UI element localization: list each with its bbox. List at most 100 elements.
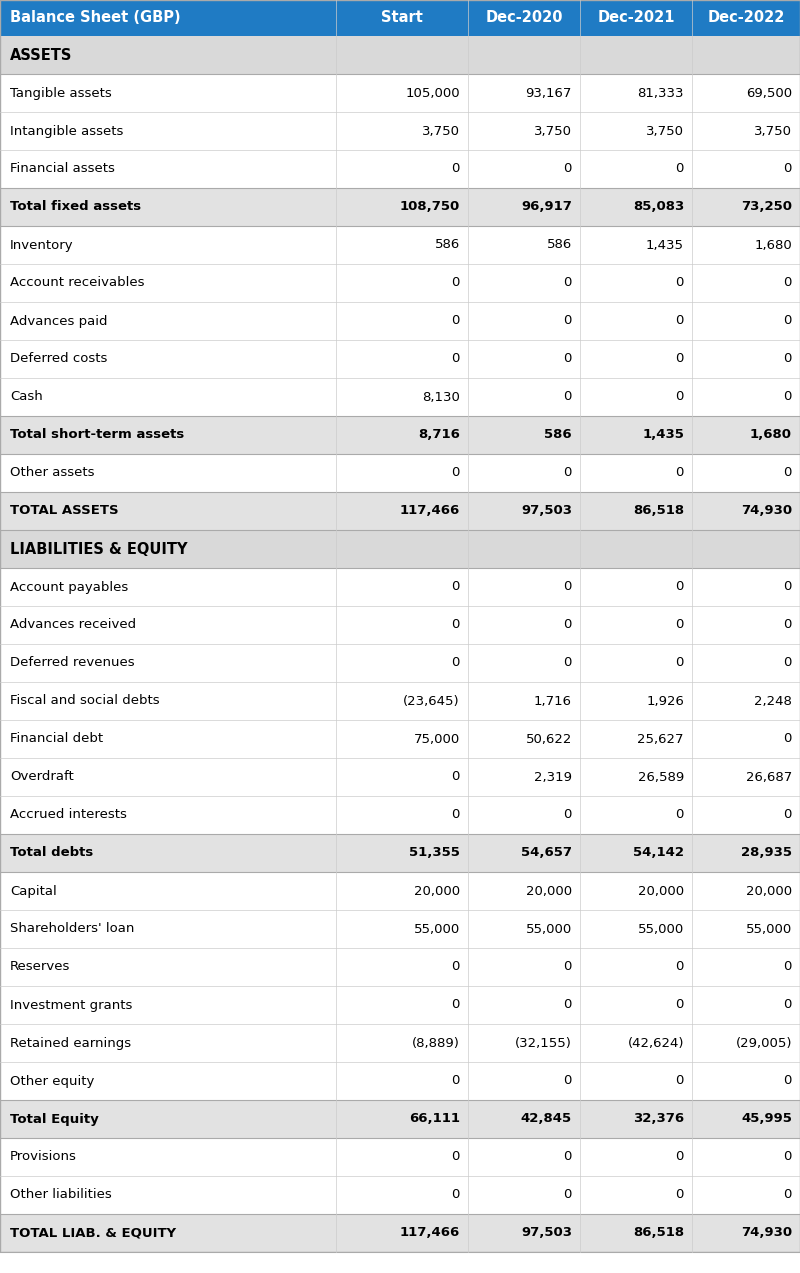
Text: Advances received: Advances received xyxy=(10,619,136,631)
Text: Overdraft: Overdraft xyxy=(10,770,74,783)
Text: Provisions: Provisions xyxy=(10,1151,77,1164)
Text: 0: 0 xyxy=(452,808,460,821)
Text: (42,624): (42,624) xyxy=(627,1036,684,1049)
Text: 0: 0 xyxy=(452,580,460,593)
Text: 0: 0 xyxy=(784,998,792,1012)
Bar xyxy=(0,948,800,987)
Text: 0: 0 xyxy=(784,163,792,176)
Text: 0: 0 xyxy=(452,1074,460,1087)
Bar xyxy=(0,1062,800,1100)
Text: 0: 0 xyxy=(564,619,572,631)
Text: 0: 0 xyxy=(452,770,460,783)
Text: 1,435: 1,435 xyxy=(642,429,684,442)
Text: 50,622: 50,622 xyxy=(526,732,572,746)
Text: 3,750: 3,750 xyxy=(534,125,572,137)
Text: 2,248: 2,248 xyxy=(754,695,792,708)
Text: Other equity: Other equity xyxy=(10,1074,94,1087)
Text: 0: 0 xyxy=(452,276,460,289)
Text: 0: 0 xyxy=(676,580,684,593)
Text: 0: 0 xyxy=(784,1189,792,1202)
Text: 97,503: 97,503 xyxy=(521,504,572,518)
Text: 0: 0 xyxy=(564,391,572,404)
Bar xyxy=(0,302,800,340)
Text: 25,627: 25,627 xyxy=(638,732,684,746)
Text: 86,518: 86,518 xyxy=(633,504,684,518)
Bar xyxy=(0,530,800,568)
Text: 0: 0 xyxy=(452,998,460,1012)
Text: 85,083: 85,083 xyxy=(633,201,684,214)
Text: 20,000: 20,000 xyxy=(746,885,792,897)
Text: 1,680: 1,680 xyxy=(754,238,792,252)
Bar xyxy=(0,1253,800,1273)
Text: Financial assets: Financial assets xyxy=(10,163,115,176)
Text: 0: 0 xyxy=(676,276,684,289)
Bar xyxy=(0,644,800,682)
Text: 54,657: 54,657 xyxy=(521,847,572,859)
Text: 586: 586 xyxy=(434,238,460,252)
Text: 8,716: 8,716 xyxy=(418,429,460,442)
Bar xyxy=(0,796,800,834)
Bar xyxy=(0,568,800,606)
Text: 0: 0 xyxy=(784,391,792,404)
Text: 0: 0 xyxy=(452,163,460,176)
Text: 74,930: 74,930 xyxy=(741,1226,792,1240)
Text: 42,845: 42,845 xyxy=(521,1113,572,1125)
Text: 0: 0 xyxy=(784,276,792,289)
Text: Inventory: Inventory xyxy=(10,238,74,252)
Text: 117,466: 117,466 xyxy=(400,504,460,518)
Text: ASSETS: ASSETS xyxy=(10,47,72,62)
Text: Dec-2020: Dec-2020 xyxy=(486,10,562,25)
Text: 20,000: 20,000 xyxy=(638,885,684,897)
Bar xyxy=(0,1176,800,1214)
Text: 0: 0 xyxy=(452,1189,460,1202)
Text: 0: 0 xyxy=(564,466,572,480)
Text: 0: 0 xyxy=(784,1151,792,1164)
Text: Total Equity: Total Equity xyxy=(10,1113,98,1125)
Text: 0: 0 xyxy=(676,619,684,631)
Bar xyxy=(0,491,800,530)
Text: Start: Start xyxy=(381,10,423,25)
Text: 0: 0 xyxy=(784,314,792,327)
Text: Financial debt: Financial debt xyxy=(10,732,103,746)
Text: 20,000: 20,000 xyxy=(414,885,460,897)
Text: Tangible assets: Tangible assets xyxy=(10,87,112,99)
Text: Shareholders' loan: Shareholders' loan xyxy=(10,923,134,936)
Text: Dec-2022: Dec-2022 xyxy=(707,10,785,25)
Text: 32,376: 32,376 xyxy=(633,1113,684,1125)
Text: 0: 0 xyxy=(452,961,460,974)
Text: 0: 0 xyxy=(564,961,572,974)
Text: 0: 0 xyxy=(784,1074,792,1087)
Text: Balance Sheet (GBP): Balance Sheet (GBP) xyxy=(10,10,181,25)
Bar xyxy=(0,188,800,227)
Text: Capital: Capital xyxy=(10,885,57,897)
Text: 0: 0 xyxy=(676,391,684,404)
Text: LIABILITIES & EQUITY: LIABILITIES & EQUITY xyxy=(10,541,187,556)
Text: 108,750: 108,750 xyxy=(400,201,460,214)
Text: 0: 0 xyxy=(564,808,572,821)
Text: 3,750: 3,750 xyxy=(422,125,460,137)
Text: 0: 0 xyxy=(784,580,792,593)
Text: 1,716: 1,716 xyxy=(534,695,572,708)
Text: 55,000: 55,000 xyxy=(746,923,792,936)
Text: 26,687: 26,687 xyxy=(746,770,792,783)
Text: 51,355: 51,355 xyxy=(409,847,460,859)
Text: 86,518: 86,518 xyxy=(633,1226,684,1240)
Text: 105,000: 105,000 xyxy=(406,87,460,99)
Text: 586: 586 xyxy=(546,238,572,252)
Text: 0: 0 xyxy=(564,580,572,593)
Bar xyxy=(0,721,800,757)
Text: 81,333: 81,333 xyxy=(638,87,684,99)
Bar xyxy=(0,150,800,188)
Text: 0: 0 xyxy=(676,1151,684,1164)
Text: (29,005): (29,005) xyxy=(735,1036,792,1049)
Text: 0: 0 xyxy=(676,998,684,1012)
Bar xyxy=(0,1023,800,1062)
Bar xyxy=(0,834,800,872)
Text: 1,680: 1,680 xyxy=(750,429,792,442)
Text: 74,930: 74,930 xyxy=(741,504,792,518)
Text: 0: 0 xyxy=(452,466,460,480)
Text: 8,130: 8,130 xyxy=(422,391,460,404)
Text: 0: 0 xyxy=(784,732,792,746)
Text: 2,319: 2,319 xyxy=(534,770,572,783)
Text: 3,750: 3,750 xyxy=(646,125,684,137)
